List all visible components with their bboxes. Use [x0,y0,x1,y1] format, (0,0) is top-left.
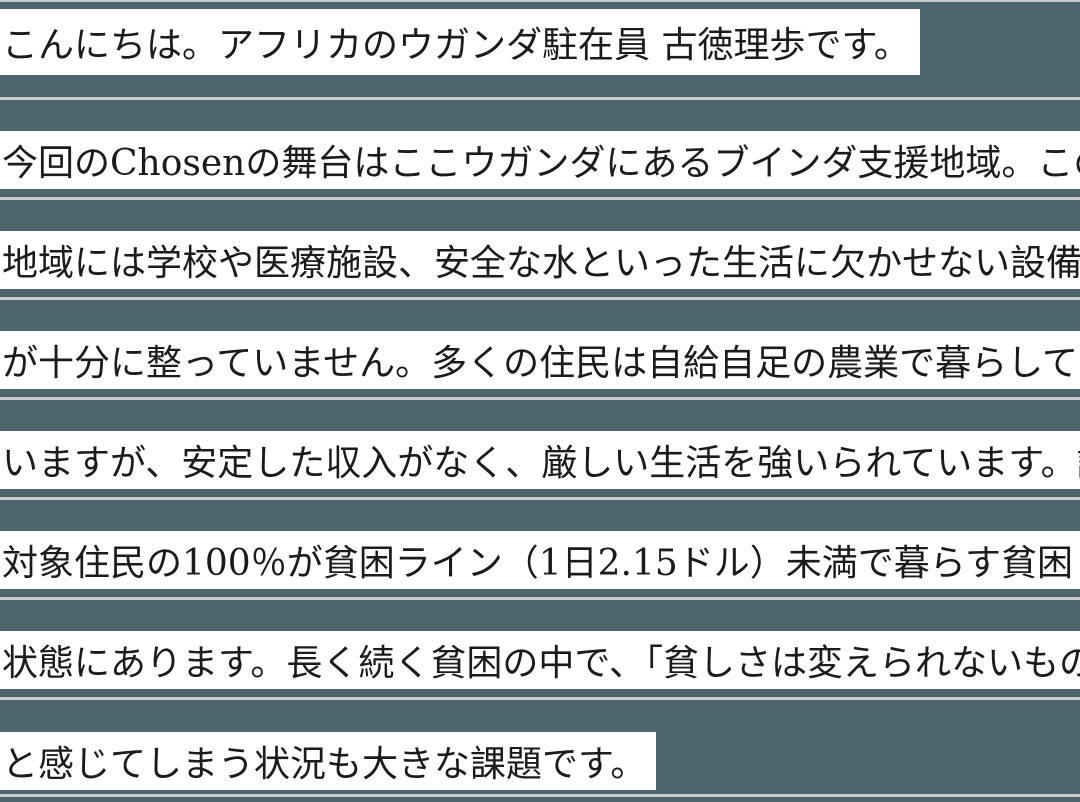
highlighted-text: 状態にあります。長く続く貧困の中で、「貧しさは変えられないもの」 [0,631,1080,689]
separator-line [0,397,1080,400]
highlighted-text: 対象住民の100％が貧困ライン（1日2.15ドル）未満で暮らす貧困 [0,531,1080,589]
paragraph-line-row: 状態にあります。長く続く貧困の中で、「貧しさは変えられないもの」 [0,631,1080,689]
separator-line [0,0,1080,2]
separator-line [0,297,1080,300]
separator-line [0,97,1080,100]
paragraph-line-row: と感じてしまう状況も大きな課題です。 [0,732,1080,790]
paragraph-line-row: 地域には学校や医療施設、安全な水といった生活に欠かせない設備 [0,231,1080,289]
paragraph-line-row: 対象住民の100％が貧困ライン（1日2.15ドル）未満で暮らす貧困 [0,531,1080,589]
separator-line [0,197,1080,200]
paragraph-line-row: 今回のChosenの舞台はここウガンダにあるブインダ支援地域。この [0,131,1080,189]
paragraph-line-row: いますが、安定した収入がなく、厳しい生活を強いられています。調査 [0,431,1080,489]
paragraph-line-row: が十分に整っていません。多くの住民は自給自足の農業で暮らして [0,331,1080,389]
highlighted-text: 今回のChosenの舞台はここウガンダにあるブインダ支援地域。この [0,131,1080,189]
separator-line [0,697,1080,700]
highlighted-text: が十分に整っていません。多くの住民は自給自足の農業で暮らして [0,331,1080,389]
separator-line [0,497,1080,500]
separator-line [0,794,1080,797]
highlighted-text: 地域には学校や医療施設、安全な水といった生活に欠かせない設備 [0,231,1080,289]
highlighted-text: こんにちは。アフリカのウガンダ駐在員 古徳理歩です。 [0,9,920,75]
highlighted-text: と感じてしまう状況も大きな課題です。 [0,732,657,790]
paragraph-line-row: こんにちは。アフリカのウガンダ駐在員 古徳理歩です。 [0,9,1080,75]
separator-line [0,597,1080,600]
highlighted-text: いますが、安定した収入がなく、厳しい生活を強いられています。調査 [0,431,1080,489]
